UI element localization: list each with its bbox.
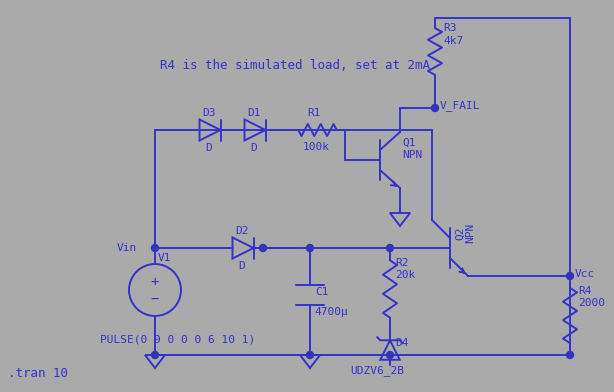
Text: PULSE(0 9 0 0 0 6 10 1): PULSE(0 9 0 0 0 6 10 1)	[100, 335, 255, 345]
Text: R2: R2	[395, 258, 408, 268]
Circle shape	[567, 272, 573, 279]
Circle shape	[152, 245, 158, 252]
Text: V_FAIL: V_FAIL	[440, 100, 481, 111]
Circle shape	[432, 105, 438, 111]
Text: 2000: 2000	[578, 298, 605, 308]
Text: D4: D4	[395, 338, 408, 348]
Text: R4 is the simulated load, set at 2mA: R4 is the simulated load, set at 2mA	[160, 58, 430, 71]
Text: Q2: Q2	[455, 226, 465, 240]
Text: Q1: Q1	[402, 138, 416, 148]
Text: NPN: NPN	[402, 150, 422, 160]
Text: R1: R1	[307, 108, 321, 118]
Text: UDZV6_2B: UDZV6_2B	[350, 365, 404, 376]
Circle shape	[306, 245, 314, 252]
Text: R4: R4	[578, 286, 591, 296]
Text: Vcc: Vcc	[575, 269, 595, 279]
Circle shape	[152, 352, 158, 359]
Text: D2: D2	[235, 226, 249, 236]
Text: 20k: 20k	[395, 270, 415, 280]
Text: R3: R3	[443, 23, 456, 33]
Circle shape	[260, 245, 266, 252]
Text: .tran 10: .tran 10	[8, 367, 68, 380]
Circle shape	[306, 352, 314, 359]
Text: +: +	[151, 275, 159, 289]
Text: C1: C1	[315, 287, 328, 297]
Text: NPN: NPN	[465, 223, 475, 243]
Text: D3: D3	[202, 108, 216, 118]
Text: D: D	[250, 143, 257, 153]
Text: D1: D1	[247, 108, 260, 118]
Text: D: D	[205, 143, 212, 153]
Text: 4k7: 4k7	[443, 36, 463, 46]
Circle shape	[567, 352, 573, 359]
Text: 4700μ: 4700μ	[314, 307, 348, 317]
Text: Vin: Vin	[117, 243, 138, 253]
Text: 100k: 100k	[303, 142, 330, 152]
Text: D: D	[238, 261, 245, 271]
Circle shape	[386, 352, 394, 359]
Circle shape	[386, 245, 394, 252]
Text: V1: V1	[158, 253, 171, 263]
Text: −: −	[151, 292, 159, 306]
